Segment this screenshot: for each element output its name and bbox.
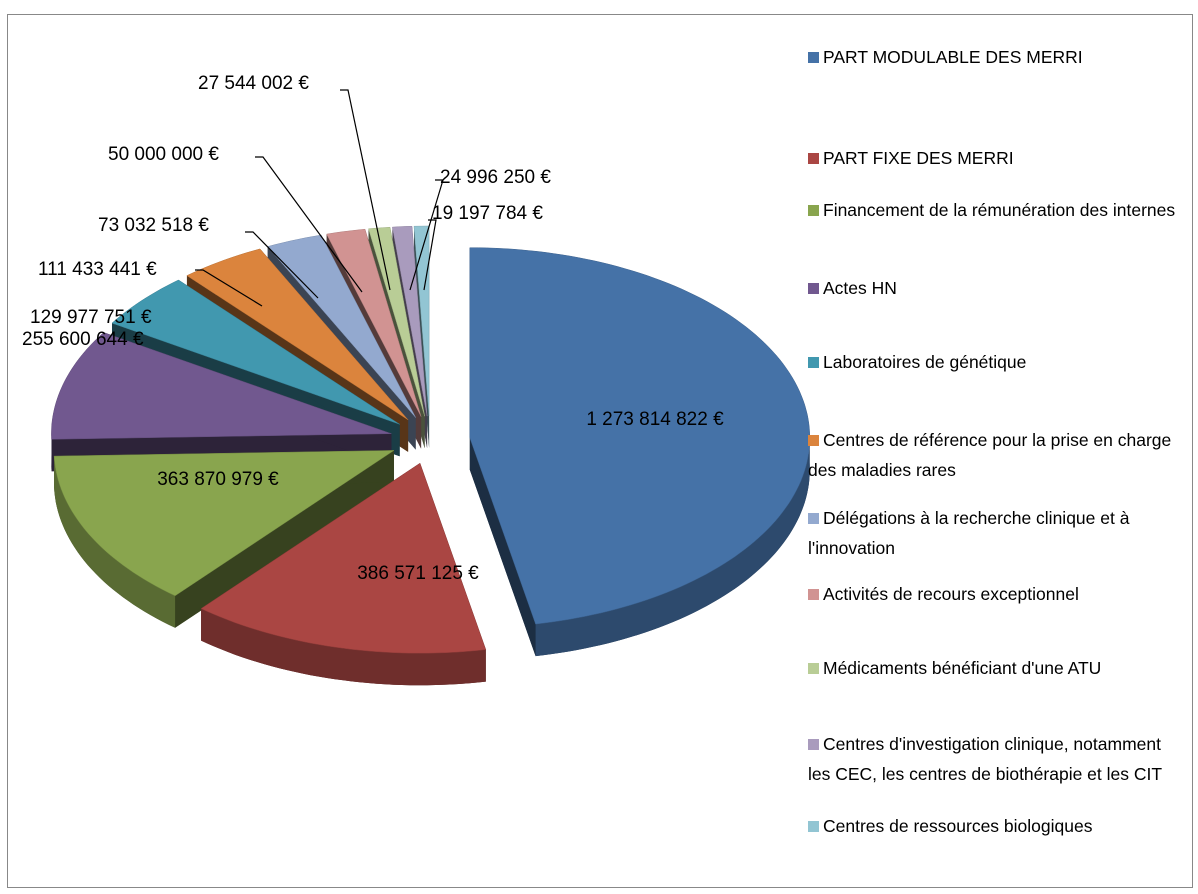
slice-edge [535,437,810,657]
leader-line [195,269,263,307]
slice [51,332,392,440]
legend-label: PART MODULABLE DES MERRI [823,47,1083,67]
slice [200,462,487,654]
legend-swatch [808,589,819,600]
legend-swatch [808,435,819,446]
slice-edge [201,608,486,686]
leader-line [340,89,391,291]
leader-line [245,231,319,299]
slice [469,247,811,625]
leader-line [423,219,437,291]
data-label: 73 032 518 € [98,215,209,236]
legend-swatch [808,357,819,368]
legend-label: Laboratoires de génétique [823,352,1027,372]
slice [267,234,416,418]
data-label: 386 571 125 € [357,563,479,584]
slice-tops [51,225,811,654]
legend-label: Activités de recours exceptionnel [823,584,1079,604]
legend-label: Financement de la rémunération des inter… [823,200,1176,220]
legend-item: Centres de référence pour la prise en ch… [808,425,1183,485]
slice-wall [469,437,536,657]
data-label: 50 000 000 € [108,144,219,165]
data-label: 24 996 250 € [440,167,551,188]
slice [368,226,425,417]
data-label: 1 273 814 822 € [586,409,724,430]
legend-swatch [808,739,819,750]
data-label: 255 600 644 € [22,329,144,350]
legend-item: Centres de ressources biologiques [808,811,1183,841]
slice [392,226,428,417]
data-label: 129 977 751 € [30,307,152,328]
legend-item: PART FIXE DES MERRI [808,143,1183,173]
slice [413,225,430,417]
leader-line [255,156,363,293]
legend-item: Délégations à la recherche clinique et à… [808,503,1183,563]
chart-border [7,14,1193,888]
legend-item: Laboratoires de génétique [808,347,1183,377]
slice-edge [54,456,176,628]
legend-item: Médicaments bénéficiant d'une ATU [808,653,1183,683]
legend-label: PART FIXE DES MERRI [823,148,1014,168]
legend-label: Médicaments bénéficiant d'une ATU [823,658,1102,678]
slice [186,248,409,421]
legend-swatch [808,52,819,63]
legend-swatch [808,283,819,294]
legend-item: Activités de recours exceptionnel [808,579,1183,609]
legend-item: PART MODULABLE DES MERRI [808,42,1183,72]
legend-swatch [808,205,819,216]
legend-label: Centres de ressources biologiques [823,816,1093,836]
legend-label: Délégations à la recherche clinique et à… [808,508,1130,558]
slice-wall [175,450,394,628]
legend-swatch [808,513,819,524]
legend-label: Actes HN [823,278,897,298]
legend-item: Actes HN [808,273,1183,303]
legend-item: Centres d'investigation clinique, notamm… [808,729,1183,789]
legend-swatch [808,153,819,164]
legend-swatch [808,821,819,832]
slice [53,450,395,597]
data-label: 27 544 002 € [198,73,309,94]
legend-swatch [808,663,819,674]
data-label: 363 870 979 € [157,469,279,490]
legend-label: Centres d'investigation clinique, notamm… [808,734,1163,784]
legend-item: Financement de la rémunération des inter… [808,195,1183,225]
slice [111,279,400,425]
legend-label: Centres de référence pour la prise en ch… [808,430,1172,480]
data-label: 111 433 441 € [38,259,157,280]
data-label: 19 197 784 € [432,203,543,224]
leader-line [409,179,444,291]
